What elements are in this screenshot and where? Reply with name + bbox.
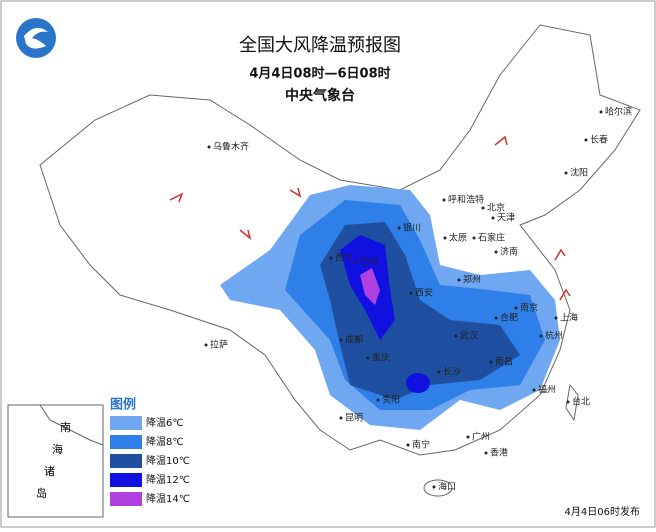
city-label: 拉萨 [210,339,228,351]
city-dot [494,316,498,320]
city-dot [339,338,343,342]
city-label: 长春 [590,134,608,146]
taiwan [565,383,579,422]
wind-barbs [169,135,571,301]
city-dot [489,360,493,364]
city-label: 台北 [572,396,590,408]
city-label: 石家庄 [478,232,505,244]
city-dot [397,226,401,230]
inset-label: 岛 [36,486,47,500]
city-dot [599,110,603,114]
city-dot [442,198,446,202]
city-dot [491,216,495,220]
city-dot [484,451,488,455]
city-label: 西宁 [335,252,353,264]
city-dot [204,343,208,347]
issuer: 中央气象台 [285,87,355,104]
city-label: 福州 [538,384,556,396]
city-label: 武汉 [460,330,478,342]
city-label: 上海 [560,312,578,324]
city-dot [584,138,588,142]
city-label: 成都 [345,334,363,346]
subtitle: 4月4日08时—6日08时 [249,66,390,82]
city-label: 南昌 [495,356,513,368]
hainan [423,479,453,497]
city-label: 沈阳 [570,167,588,179]
city-dot [481,206,485,210]
legend-label: 降温12℃ [146,473,190,486]
city-dot [514,306,518,310]
city-dot [457,278,461,282]
city-label: 呼和浩特 [448,194,484,206]
legend-swatch [110,473,142,487]
city-label: 南京 [520,302,538,314]
cooling-zones [220,185,560,430]
inset-label: 南 [60,421,71,434]
legend-label: 降温10℃ [146,454,190,467]
city-dot [466,435,470,439]
city-label: 长沙 [443,366,461,378]
city-label: 兰州 [360,256,378,268]
city-label: 贵阳 [382,394,400,406]
city-dot [532,388,536,392]
legend-swatch [110,435,142,449]
city-label: 天津 [497,213,515,224]
city-dot [329,256,333,260]
city-dot [376,398,380,402]
legend-label: 降温14℃ [146,492,190,505]
inset: 南 海 诸 岛 [7,404,104,518]
city-label: 北京 [487,202,505,214]
city-dot [339,416,343,420]
legend-title: 图例 [110,397,136,413]
legend-swatch [110,416,142,430]
city-dot [406,443,410,447]
city-label: 银川 [403,222,421,234]
city-dot [564,171,568,175]
city-dot [432,485,436,489]
city-label: 合肥 [500,312,518,324]
city-dot [539,334,543,338]
city-label: 杭州 [545,330,563,342]
city-dot [472,236,476,240]
city-dot [554,316,558,320]
city-label: 哈尔滨 [605,106,632,118]
city-dot [494,250,498,254]
city-label: 海口 [438,481,456,493]
legend-label: 降温6℃ [146,416,184,429]
city-dot [207,145,211,149]
city-label: 西安 [415,287,433,299]
legend-label: 降温8℃ [146,435,184,448]
city-dot [437,370,441,374]
city-dot [409,291,413,295]
city-dot [354,260,358,264]
city-dot [443,236,447,240]
city-label: 重庆 [372,352,390,364]
city-label: 南宁 [412,439,430,451]
city-label: 昆明 [345,413,363,424]
logo [16,18,56,58]
footer: 4月4日06时发布 [565,505,640,518]
city-label: 乌鲁木齐 [213,141,249,153]
city-label: 香港 [490,447,508,459]
city-label: 太原 [449,232,467,244]
city-label: 广州 [472,431,490,443]
legend-swatch [110,492,142,506]
legend: 降温6℃ 降温8℃ 降温10℃ 降温12℃ 降温14℃ [110,416,190,506]
inset-label: 海 [52,442,63,456]
city-dot [566,400,570,404]
city-dot [454,334,458,338]
city-dot [366,356,370,360]
city-label: 济南 [500,246,518,258]
title: 全国大风降温预报图 [239,35,401,56]
city-label: 郑州 [463,274,481,286]
inset-label: 诸 [44,465,55,478]
legend-swatch [110,454,142,468]
